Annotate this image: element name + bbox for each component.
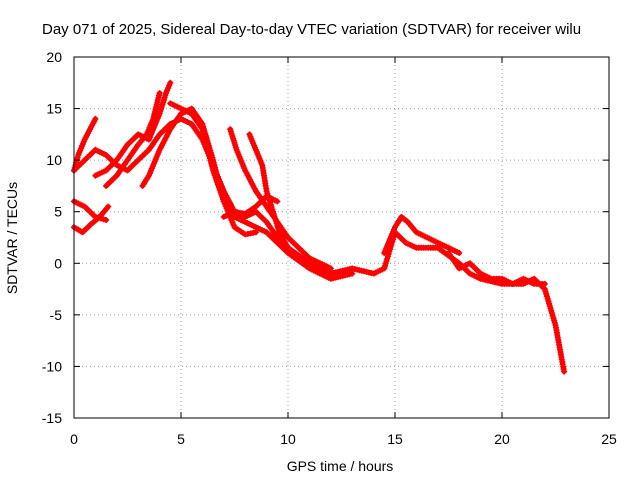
data-point-marker — [103, 217, 110, 223]
series-track-6 — [103, 90, 163, 189]
x-tick-label: 10 — [280, 431, 296, 447]
x-tick-label: 20 — [494, 431, 510, 447]
y-tick-label: 15 — [46, 101, 62, 117]
y-tick-label: 5 — [54, 204, 62, 220]
data-point-marker — [156, 90, 163, 97]
series-track-2 — [71, 115, 99, 174]
x-tick-label: 5 — [177, 431, 185, 447]
series-track-12 — [381, 213, 463, 256]
series-track-13 — [445, 250, 548, 287]
data-point-marker — [327, 265, 334, 272]
series-line — [71, 116, 567, 375]
x-tick-label: 0 — [70, 431, 78, 447]
data-point-marker — [456, 250, 463, 256]
x-tick-label: 25 — [601, 431, 617, 447]
chart-title: Day 071 of 2025, Sidereal Day-to-day VTE… — [42, 21, 581, 38]
data-point-marker — [561, 368, 568, 375]
plot-frame — [73, 56, 610, 419]
series-track-5 — [71, 198, 110, 223]
y-axis-label: SDTVAR / TECUs — [4, 182, 20, 294]
series-track-8 — [167, 100, 356, 282]
data-point-marker — [327, 270, 334, 277]
series-track-3 — [92, 79, 174, 179]
data-point-marker — [105, 203, 112, 210]
data-point-marker — [541, 280, 548, 287]
series-track-1 — [71, 115, 568, 375]
data-point-marker — [167, 79, 174, 86]
y-tick-label: 10 — [46, 152, 62, 168]
y-tick-label: -10 — [42, 358, 62, 374]
data-point-marker — [274, 198, 281, 205]
y-tick-label: 20 — [46, 49, 62, 65]
data-point-marker — [349, 270, 356, 277]
data-point-marker — [252, 229, 259, 236]
series-track-9 — [227, 126, 334, 272]
data-point-marker — [95, 214, 102, 221]
axis-ticks: 0 5 10 15 20 25 -15 -10 -5 0 5 10 15 20 — [42, 49, 617, 447]
x-tick-label: 15 — [387, 431, 403, 447]
data-series — [71, 79, 568, 375]
x-axis-label: GPS time / hours — [287, 458, 394, 474]
y-tick-label: 0 — [54, 255, 62, 271]
series-track-11 — [220, 193, 281, 220]
y-tick-label: -15 — [42, 410, 62, 426]
data-point-marker — [92, 115, 99, 122]
y-tick-label: -5 — [50, 307, 63, 323]
